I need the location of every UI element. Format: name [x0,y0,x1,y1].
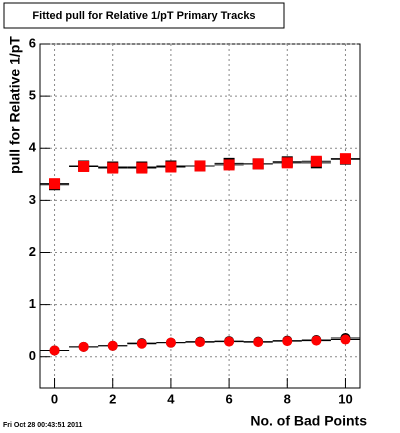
marker-circle [282,336,293,347]
marker-square [194,160,206,172]
marker-circle [311,335,322,346]
x-tick-label: 6 [225,391,232,406]
x-tick-label: 4 [167,391,175,406]
marker-square [223,159,235,171]
marker-square [49,178,61,190]
y-tick-label: 5 [29,88,36,103]
marker-circle [78,341,89,352]
marker-circle [224,336,235,347]
y-tick-label: 6 [29,35,36,50]
marker-square [252,158,264,170]
x-axis-label: No. of Bad Points [250,413,367,429]
marker-circle [136,338,147,349]
marker-square [165,161,177,173]
x-tick-label: 10 [338,391,352,406]
x-tick-label: 8 [284,391,291,406]
marker-square [78,160,90,172]
footer: Fri Oct 28 00:43:51 2011 [3,422,82,429]
marker-square [339,153,351,165]
y-axis-label: pull for Relative 1/pT [7,36,23,174]
x-tick-label: 0 [51,391,58,406]
marker-circle [107,340,118,351]
y-tick-label: 0 [29,348,36,363]
marker-square [310,155,322,167]
marker-circle [49,345,60,356]
x-tick-label: 2 [109,391,116,406]
plot-frame [39,43,361,389]
marker-square [281,157,293,169]
marker-circle [165,337,176,348]
y-tick-label: 4 [29,140,37,155]
y-tick-label: 2 [29,244,36,259]
marker-circle [253,337,264,348]
marker-square [107,162,119,174]
marker-circle [340,334,351,345]
title-box [3,2,285,29]
y-tick-label: 1 [29,296,36,311]
marker-square [136,162,148,174]
y-tick-label: 3 [29,192,36,207]
chart-title: Fitted pull for Relative 1/pT Primary Tr… [32,10,255,22]
marker-circle [195,337,205,348]
